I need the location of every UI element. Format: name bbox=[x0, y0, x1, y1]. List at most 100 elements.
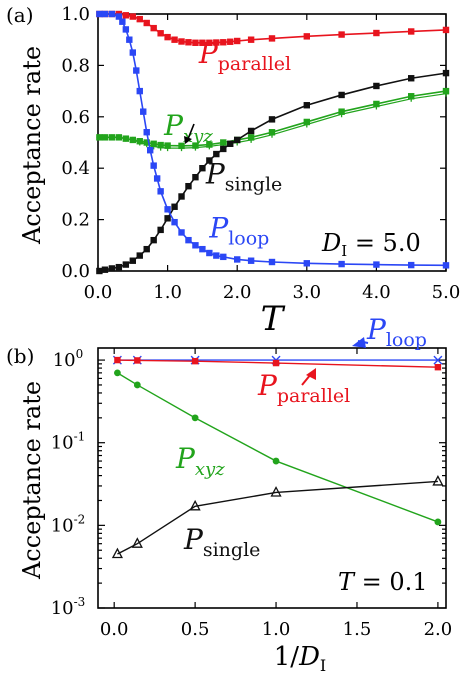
panel-a-point-xyz bbox=[268, 129, 276, 136]
panel-a-y-tick-label: 1.0 bbox=[61, 4, 90, 25]
panel-a-point-parallel bbox=[213, 39, 220, 46]
panel-a-point-loop bbox=[199, 245, 206, 253]
panel-a-point-loop bbox=[101, 10, 109, 18]
panel-a-point-parallel bbox=[136, 15, 143, 23]
panel-b-x-tick-label: 1.0 bbox=[262, 619, 291, 640]
panel-a-x-tick-label: 5.0 bbox=[432, 282, 461, 303]
panel-b-annotation: T = 0.1 bbox=[338, 568, 428, 596]
panel-a-point-xyz bbox=[408, 93, 415, 100]
panel-b-x-axis-label: 1/DI bbox=[274, 642, 327, 675]
panel-a-point-parallel bbox=[157, 30, 164, 37]
panel-a-point-xyz bbox=[122, 135, 130, 142]
panel-a-point-parallel bbox=[303, 33, 310, 40]
panel-b-line-single bbox=[117, 480, 438, 555]
panel-a-point-parallel bbox=[442, 26, 450, 34]
panel-a-point-xyz bbox=[220, 139, 227, 146]
panel-a-point-parallel bbox=[206, 39, 213, 46]
panel-a-x-tick-label: 3.0 bbox=[292, 282, 321, 303]
panel-a-point-xyz bbox=[206, 141, 213, 148]
panel-b-point-xyz bbox=[191, 414, 199, 422]
panel-a-point-loop bbox=[206, 249, 213, 257]
panel-a-annotation: DI = 5.0 bbox=[321, 229, 421, 260]
panel-a-point-single bbox=[213, 150, 220, 158]
panel-b-point-single bbox=[111, 547, 124, 559]
panel-a-point-parallel bbox=[338, 31, 345, 38]
panel-a-point-parallel bbox=[171, 36, 178, 43]
panel-b-point-parallel bbox=[434, 363, 442, 371]
panel-a-series bbox=[96, 10, 450, 275]
panel-a-x-tick-label: 2.0 bbox=[223, 282, 252, 303]
panel-a-point-single bbox=[108, 265, 116, 272]
panel-a-point-single bbox=[199, 165, 206, 172]
panel-a-ticks: 0.0 1.0 2.0 3.0 4.0 5.0 0.0 0.2 0.4 0.6 0.8 1.0 bbox=[61, 4, 460, 303]
panel-a-label-parallel: Pparallel bbox=[198, 37, 291, 75]
panel-a-point-loop bbox=[247, 257, 255, 264]
panel-a-y-tick-label: 0.0 bbox=[61, 261, 90, 282]
panel-a-point-loop bbox=[178, 229, 185, 236]
panel-a-point-single bbox=[171, 203, 178, 210]
panel-a-pxyz-arrowhead bbox=[184, 136, 192, 144]
panel-a-x-tick-label: 4.0 bbox=[362, 282, 391, 303]
panel-a-point-xyz bbox=[143, 139, 150, 146]
panel-a-point-loop bbox=[213, 252, 220, 259]
panel-a-point-xyz bbox=[108, 134, 116, 141]
panel-a-y-tick-label: 0.4 bbox=[61, 158, 90, 179]
panel-a-point-xyz bbox=[96, 134, 103, 141]
panel-a-point-xyz bbox=[442, 87, 450, 95]
panel-a-point-single bbox=[373, 82, 380, 90]
panel-a: (a) Acceptance rate 0.0 1.0 2.0 3.0 4.0 5.00.… bbox=[6, 3, 460, 339]
panel-b-point-single bbox=[432, 475, 444, 486]
panel-b-series bbox=[111, 355, 444, 559]
panel-b-point-single bbox=[131, 537, 143, 548]
panel-a-point-xyz bbox=[150, 140, 157, 147]
panel-a-y-tick-label: 0.6 bbox=[61, 107, 90, 128]
panel-a-point-loop bbox=[147, 147, 154, 154]
panel-a-point-single bbox=[96, 267, 103, 275]
panel-a-label: (a) bbox=[6, 3, 34, 27]
panel-b-point-parallel bbox=[114, 356, 121, 364]
panel-b-point-single bbox=[189, 499, 201, 511]
panel-b-label-loop: Ploop bbox=[366, 313, 427, 351]
panel-b-ploop-arrowhead bbox=[352, 337, 366, 348]
panel-a-point-xyz bbox=[373, 100, 380, 108]
panel-a-point-loop bbox=[185, 236, 192, 244]
panel-a-point-parallel bbox=[192, 39, 199, 46]
panel-a-point-xyz bbox=[101, 134, 109, 141]
panel-b-y-tick-label: 100 bbox=[53, 347, 84, 371]
panel-a-point-single bbox=[227, 140, 234, 147]
panel-a-point-loop bbox=[108, 10, 116, 18]
panel-a-point-single bbox=[192, 173, 199, 181]
panel-a-point-parallel bbox=[199, 39, 206, 46]
panel-b-y-tick-label: 10-2 bbox=[51, 512, 86, 536]
panel-a-point-parallel bbox=[122, 12, 130, 19]
panel-a-point-xyz bbox=[164, 142, 171, 149]
panel-a-point-single bbox=[150, 236, 157, 244]
panel-a-point-loop bbox=[157, 188, 164, 195]
panel-a-label-single: Psingle bbox=[205, 158, 282, 196]
panel-a-point-loop bbox=[122, 26, 130, 33]
panel-a-point-single bbox=[206, 157, 213, 164]
panel-b-point-parallel bbox=[272, 359, 280, 367]
panel-a-point-single bbox=[247, 127, 255, 135]
panel-b-series-labels: Ploop Pparallel Pxyz Psingle bbox=[175, 313, 427, 561]
panel-a-point-single bbox=[136, 252, 143, 259]
panel-a-point-single bbox=[101, 266, 109, 273]
panel-a-point-single bbox=[234, 136, 241, 144]
panel-a-point-parallel bbox=[143, 19, 150, 27]
panel-b-point-xyz bbox=[133, 381, 141, 389]
panel-a-point-parallel bbox=[178, 38, 185, 45]
panel-a-point-parallel bbox=[227, 38, 234, 45]
panel-a-point-loop bbox=[234, 256, 241, 263]
panel-a-point-single bbox=[442, 69, 450, 77]
panel-a-point-xyz bbox=[136, 138, 143, 145]
panel-b-point-xyz bbox=[434, 518, 442, 526]
panel-a-point-parallel bbox=[150, 24, 157, 32]
panel-a-point-xyz bbox=[157, 141, 164, 149]
panel-a-point-loop bbox=[164, 206, 171, 213]
panel-b-plot-frame bbox=[97, 347, 447, 609]
panel-a-y-tick-label: 0.8 bbox=[61, 55, 90, 76]
panel-b-ticks: 0.0 0.5 1.0 1.5 2.0 10-3 10-2 10-1 100 bbox=[51, 347, 453, 640]
panel-a-point-single bbox=[115, 263, 123, 271]
panel-a-point-loop bbox=[140, 108, 147, 115]
